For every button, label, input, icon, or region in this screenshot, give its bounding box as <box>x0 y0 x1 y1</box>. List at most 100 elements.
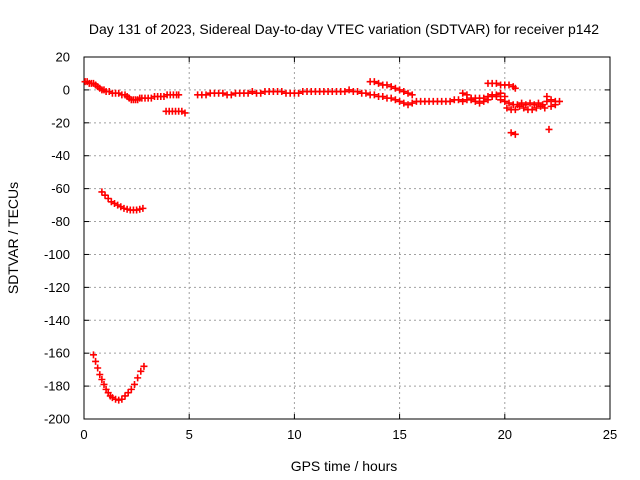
data-point <box>96 371 104 379</box>
series-main-band-early <box>81 78 183 104</box>
data-point <box>507 129 515 137</box>
data-point <box>467 94 475 102</box>
data-point <box>115 396 123 404</box>
data-point <box>89 351 97 359</box>
data-point <box>127 385 135 393</box>
data-points <box>81 78 564 404</box>
data-point <box>118 395 126 403</box>
data-point <box>370 91 378 99</box>
data-point <box>528 106 536 114</box>
data-point <box>520 104 528 112</box>
data-point <box>248 88 256 96</box>
series-scatter-cluster-20-22h <box>459 89 559 114</box>
data-point <box>391 96 399 104</box>
data-point <box>511 130 519 138</box>
series-upper-branch-14h <box>366 78 416 99</box>
series-upper-branch-20h <box>484 79 519 92</box>
data-point <box>511 84 519 92</box>
x-tick-label: 5 <box>186 427 193 442</box>
data-point <box>551 101 559 109</box>
y-tick-label: -80 <box>51 214 70 229</box>
data-point <box>556 97 564 105</box>
plot-frame <box>83 56 611 420</box>
y-tick-label: -160 <box>44 346 70 361</box>
data-point <box>175 91 183 99</box>
data-point <box>400 88 408 96</box>
x-axis-label: GPS time / hours <box>291 458 398 474</box>
data-point <box>492 91 500 99</box>
data-point <box>120 204 128 212</box>
data-point <box>471 97 479 105</box>
data-point <box>244 89 252 97</box>
data-point <box>100 380 108 388</box>
y-tick-label: -100 <box>44 247 70 262</box>
data-point <box>140 362 148 370</box>
data-point <box>101 191 109 199</box>
data-point <box>134 374 142 382</box>
data-point <box>537 102 545 110</box>
data-point <box>202 91 210 99</box>
data-point <box>484 96 492 104</box>
data-point <box>497 96 505 104</box>
series-main-band-late <box>412 91 564 109</box>
data-point <box>459 97 467 105</box>
data-point <box>139 204 147 212</box>
data-point <box>545 125 553 133</box>
data-point <box>526 99 534 107</box>
data-point <box>505 99 513 107</box>
x-tick-label: 25 <box>603 427 617 442</box>
series-arc-minus-70 <box>98 188 147 214</box>
data-point <box>492 79 500 87</box>
data-point <box>547 102 555 110</box>
data-point <box>370 78 378 86</box>
data-point <box>516 102 524 110</box>
axis-ticks <box>83 56 611 420</box>
data-point <box>133 206 141 214</box>
data-point <box>547 96 555 104</box>
data-point <box>383 81 391 89</box>
data-point <box>391 84 399 92</box>
data-point <box>404 89 412 97</box>
data-point <box>278 88 286 96</box>
data-point <box>94 364 102 372</box>
data-point <box>400 99 408 107</box>
data-point <box>219 89 227 97</box>
data-point <box>476 99 484 107</box>
data-point <box>137 367 145 375</box>
data-point <box>505 81 513 89</box>
data-point <box>124 389 132 397</box>
series-outliers <box>507 125 553 138</box>
x-tick-label: 15 <box>392 427 406 442</box>
data-point <box>98 188 106 196</box>
series-arc-minus-180 <box>89 351 148 404</box>
data-point <box>130 380 138 388</box>
data-point <box>455 96 463 104</box>
data-point <box>396 97 404 105</box>
y-tick-label: -60 <box>51 181 70 196</box>
data-point <box>379 92 387 100</box>
data-point <box>503 104 511 112</box>
data-point <box>404 101 412 109</box>
y-tick-label: -120 <box>44 280 70 295</box>
y-tick-label: -40 <box>51 148 70 163</box>
data-point <box>446 97 454 105</box>
data-point <box>408 91 416 99</box>
data-point <box>136 205 144 213</box>
y-tick-label: -200 <box>44 412 70 427</box>
data-point <box>92 357 100 365</box>
data-point <box>463 91 471 99</box>
grid-lines <box>84 57 610 419</box>
y-tick-label: 0 <box>63 82 70 97</box>
data-point <box>543 92 551 100</box>
series-main-band-mid <box>194 86 416 109</box>
data-point <box>98 376 106 384</box>
data-point <box>123 205 131 213</box>
x-tick-label: 20 <box>498 427 512 442</box>
data-point <box>408 99 416 107</box>
data-point <box>295 89 303 97</box>
data-point <box>354 88 362 96</box>
data-point <box>511 106 519 114</box>
y-tick-label: -20 <box>51 115 70 130</box>
chart-title: Day 131 of 2023, Sidereal Day-to-day VTE… <box>89 21 599 37</box>
data-point <box>227 91 235 99</box>
